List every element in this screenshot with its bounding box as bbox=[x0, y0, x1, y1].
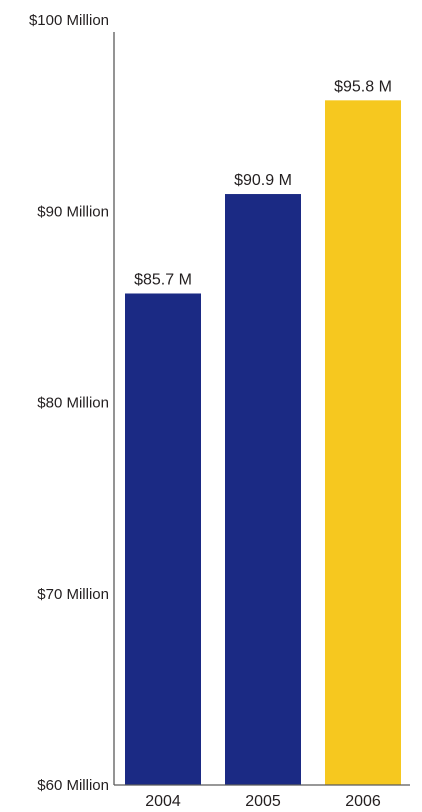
data-labels: $85.7 M $90.9 M $95.8 M bbox=[134, 78, 392, 288]
bar-2005 bbox=[225, 194, 301, 786]
x-tick-label-2005: 2005 bbox=[245, 793, 281, 810]
bar-2004 bbox=[125, 293, 201, 785]
y-tick-label: $100 Million bbox=[29, 12, 109, 29]
x-tick-label-2006: 2006 bbox=[345, 793, 381, 810]
y-tick-label: $70 Million bbox=[37, 586, 109, 603]
x-axis: 2004 2005 2006 bbox=[114, 784, 410, 810]
data-label-2004: $85.7 M bbox=[134, 271, 192, 288]
y-tick-label: $90 Million bbox=[37, 203, 109, 220]
bar-2006 bbox=[325, 100, 401, 785]
data-label-2006: $95.8 M bbox=[334, 78, 392, 95]
y-tick-label: $80 Million bbox=[37, 395, 109, 412]
bars bbox=[125, 100, 401, 786]
data-label-2005: $90.9 M bbox=[234, 172, 292, 189]
y-axis: $60 Million $70 Million $80 Million $90 Mil… bbox=[29, 12, 115, 794]
x-tick-label-2004: 2004 bbox=[145, 793, 181, 810]
y-tick-label: $60 Million bbox=[37, 777, 109, 794]
